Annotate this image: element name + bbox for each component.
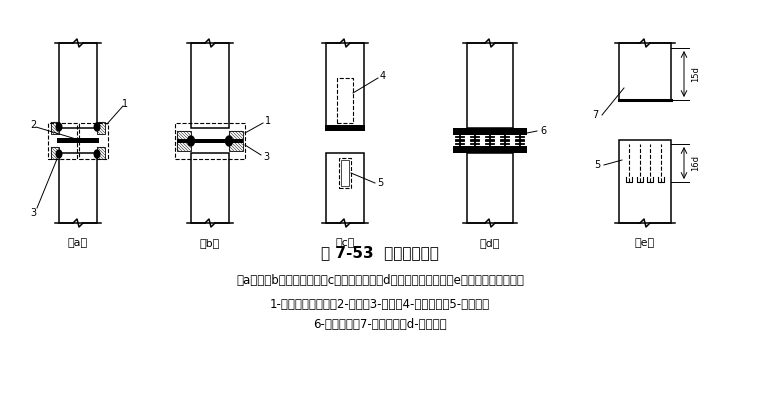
Text: （a）、（b）焊接接合；（c）管式接合；（d）管桩螺栓接合；（e）硫磺砂浆锚筋接合: （a）、（b）焊接接合；（c）管式接合；（d）管桩螺栓接合；（e）硫磺砂浆锚筋接…	[236, 275, 524, 287]
Bar	[57, 138, 99, 143]
Bar	[79, 123, 108, 159]
Text: 3: 3	[30, 208, 36, 218]
Polygon shape	[94, 150, 100, 158]
Polygon shape	[56, 150, 62, 158]
Bar	[325, 125, 365, 131]
Bar	[191, 43, 229, 128]
Text: （d）: （d）	[480, 238, 500, 248]
Bar	[97, 147, 105, 159]
Bar	[619, 140, 671, 223]
Bar	[326, 153, 364, 223]
Text: 15d: 15d	[691, 66, 700, 82]
Text: （a）: （a）	[68, 238, 88, 248]
Text: 6: 6	[540, 126, 546, 136]
Bar	[453, 128, 527, 135]
Bar	[229, 131, 243, 151]
Text: 5: 5	[594, 160, 600, 170]
Bar	[326, 43, 364, 128]
Bar	[467, 153, 513, 223]
Bar	[177, 139, 243, 143]
Text: 1: 1	[265, 116, 271, 126]
Text: 16d: 16d	[691, 155, 700, 171]
Bar	[59, 43, 97, 128]
Bar	[467, 43, 513, 128]
Bar	[339, 158, 351, 188]
Text: 4: 4	[380, 71, 386, 81]
Bar	[97, 122, 105, 134]
Polygon shape	[188, 136, 195, 146]
Bar	[51, 147, 59, 159]
Bar	[619, 43, 671, 100]
Bar	[175, 123, 245, 159]
Bar	[341, 160, 349, 186]
Bar	[191, 153, 229, 223]
Bar	[337, 78, 353, 123]
Text: 7: 7	[592, 110, 598, 120]
Bar	[177, 131, 191, 151]
Text: （e）: （e）	[635, 238, 655, 248]
Polygon shape	[56, 123, 62, 131]
Bar	[51, 122, 59, 134]
Polygon shape	[94, 123, 100, 131]
Text: 1: 1	[122, 99, 128, 109]
Bar	[48, 123, 77, 159]
Text: （b）: （b）	[200, 238, 220, 248]
Polygon shape	[226, 136, 233, 146]
Text: 2: 2	[30, 120, 36, 130]
Text: 图 7-53  桩的接头型式: 图 7-53 桩的接头型式	[321, 246, 439, 261]
Text: 3: 3	[263, 152, 269, 162]
Bar	[453, 146, 527, 153]
Text: 1-角钢与主筋焊接；2-钢板；3-焊缝；4-预埋钢管；5-浆锚孔；: 1-角钢与主筋焊接；2-钢板；3-焊缝；4-预埋钢管；5-浆锚孔；	[270, 298, 490, 312]
Text: （c）: （c）	[335, 238, 355, 248]
Bar	[59, 153, 97, 223]
Text: 5: 5	[377, 178, 383, 188]
Text: 6-预埋法兰；7-预埋锚筋；d-锚栓直径: 6-预埋法兰；7-预埋锚筋；d-锚栓直径	[313, 318, 447, 332]
